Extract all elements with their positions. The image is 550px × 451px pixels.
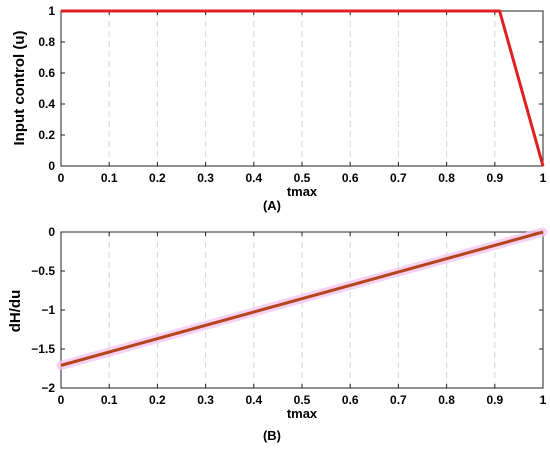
y-tick-label: −1.5 [31, 342, 55, 356]
x-tick-label: 0.1 [101, 171, 118, 185]
y-tick-label: 0 [48, 225, 55, 239]
panel-a-chart: 0 0.1 0.2 0.3 0.4 0.5 0.6 0.7 0.8 0.9 1 0 0.2 0.4 0.6 0… [11, 4, 547, 213]
x-tick-label: 0.6 [342, 393, 359, 407]
series-line [61, 9, 545, 167]
y-tick-label: 0 [48, 159, 55, 173]
x-tick-label: 1 [540, 393, 547, 407]
y-axis-label: Input control (u) [11, 31, 28, 146]
y-tick-label: 1 [48, 4, 55, 18]
panel-label: (B) [263, 428, 281, 443]
x-tick-label: 1 [540, 171, 547, 185]
y-tick-label: 0.4 [38, 97, 55, 111]
x-tick-label: 0.9 [486, 171, 503, 185]
y-tick-label: 0.8 [38, 35, 55, 49]
x-tick-label: 0 [58, 171, 65, 185]
panel-label: (A) [263, 198, 281, 213]
x-tick-label: 0.3 [197, 393, 214, 407]
x-tick-label: 0.6 [342, 171, 359, 185]
x-axis-label: tmax [287, 184, 318, 199]
y-tick-label: −0.5 [31, 264, 55, 278]
x-tick-label: 0 [58, 393, 65, 407]
x-tick-label: 0.5 [294, 393, 311, 407]
x-tick-label: 0.7 [390, 171, 407, 185]
y-tick-label: 0.2 [38, 128, 55, 142]
series-line [60, 230, 544, 367]
x-tick-label: 0.4 [245, 171, 262, 185]
y-tick-label: −2 [41, 381, 55, 395]
x-tick-label: 0.2 [149, 393, 166, 407]
y-tick-label: 0.6 [38, 66, 55, 80]
x-axis-label: tmax [287, 406, 318, 421]
panel-b-chart: 0 0.1 0.2 0.3 0.4 0.5 0.6 0.7 0.8 0.9 1 −2 −1.5 −1 −0.… [7, 225, 548, 443]
x-tick-label: 0.4 [245, 393, 262, 407]
x-tick-label: 0.8 [438, 393, 455, 407]
x-tick-label: 0.1 [101, 393, 118, 407]
x-tick-label: 0.2 [149, 171, 166, 185]
x-tick-label: 0.5 [294, 171, 311, 185]
y-tick-label: −1 [41, 303, 55, 317]
x-tick-label: 0.7 [390, 393, 407, 407]
x-tick-label: 0.9 [486, 393, 503, 407]
y-axis-label: dH/du [7, 290, 24, 333]
x-tick-label: 0.8 [438, 171, 455, 185]
x-tick-label: 0.3 [197, 171, 214, 185]
